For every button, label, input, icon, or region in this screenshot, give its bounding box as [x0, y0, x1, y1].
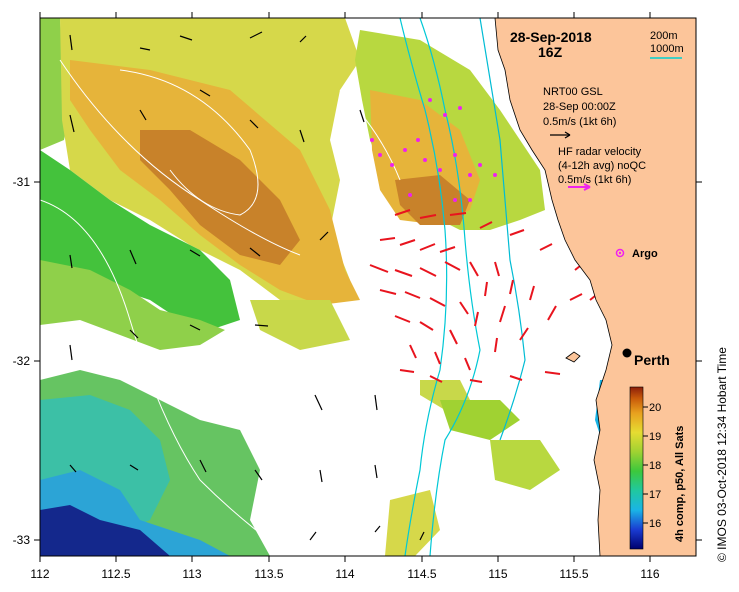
credit-text: © IMOS 03-Oct-2018 12:34 Hobart Time: [715, 347, 729, 562]
colorbar-tick-label: 16: [649, 518, 661, 530]
hf-title: HF radar velocity: [558, 146, 642, 158]
gsl-date: 28-Sep 00:00Z: [543, 101, 616, 113]
city-dot-icon: [622, 348, 632, 358]
gsl-scale: 0.5m/s (1kt 6h): [543, 116, 616, 128]
x-tick-label: 112.5: [101, 567, 130, 581]
argo-marker-icon: [615, 248, 625, 258]
colorbar-tick-label: 19: [649, 431, 661, 443]
x-tick-label: 114: [335, 567, 354, 581]
x-tick-label: 113.5: [254, 567, 283, 581]
colorbar-tick-label: 17: [649, 489, 661, 501]
x-tick-label: 116: [640, 567, 659, 581]
y-axis-ticks: [34, 181, 702, 541]
rottnest-island: [565, 351, 581, 363]
hf-radar-vectors: [369, 209, 601, 383]
colorbar-tick-labels: 20 19 18 17 16: [649, 402, 661, 530]
depth-200-label: 200m: [650, 30, 678, 42]
gsl-arrow-icon: [550, 131, 571, 139]
y-tick-label: -31: [13, 175, 31, 189]
land-mass: [494, 18, 696, 556]
colorbar-ticks: [643, 406, 648, 524]
x-tick-label: 113: [182, 567, 201, 581]
altimetry-contours: [40, 59, 401, 556]
hf-arrow-icon: [568, 183, 591, 191]
colorbar: [629, 386, 644, 550]
hf-scale: 0.5m/s (1kt 6h): [558, 174, 631, 186]
x-tick-label: 115.5: [559, 567, 588, 581]
gsl-vectors: [69, 31, 425, 541]
hf-sub: (4-12h avg) noQC: [558, 160, 646, 172]
x-tick-label: 114.5: [407, 567, 436, 581]
x-tick-label: 115: [488, 567, 507, 581]
y-tick-labels: -31 -32 -33: [13, 175, 31, 547]
map-time: 16Z: [538, 44, 563, 60]
plot-frame: [39, 17, 697, 557]
depth-1000-label: 1000m: [650, 43, 684, 55]
argo-floats: [370, 98, 497, 202]
x-tick-labels: 112 112.5 113 113.5 114 114.5 115 115.5 …: [30, 567, 659, 581]
y-tick-label: -33: [13, 533, 31, 547]
colorbar-label: 4h comp, p50, All Sats: [674, 426, 686, 542]
city-label: Perth: [634, 352, 670, 368]
x-axis-ticks: [39, 12, 651, 562]
gsl-title: NRT00 GSL: [543, 86, 603, 98]
y-tick-label: -32: [13, 354, 31, 368]
argo-label: Argo: [632, 248, 658, 260]
x-tick-label: 112: [30, 567, 49, 581]
map-date: 28-Sep-2018: [510, 29, 592, 45]
sst-field: [40, 18, 625, 556]
colorbar-tick-label: 20: [649, 402, 661, 414]
colorbar-tick-label: 18: [649, 460, 661, 472]
